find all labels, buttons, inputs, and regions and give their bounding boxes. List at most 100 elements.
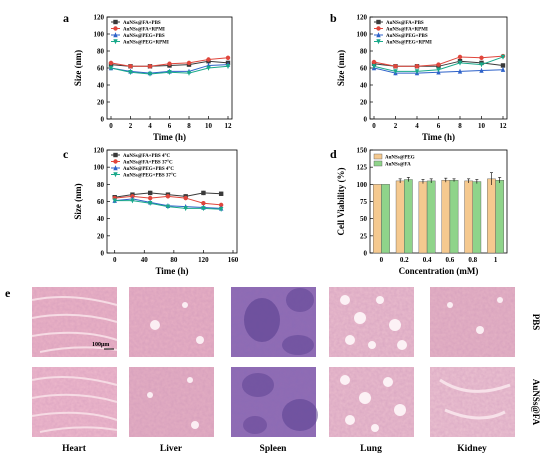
y-tick-label: 80 bbox=[97, 181, 105, 189]
x-tick-label: 0.4 bbox=[423, 256, 432, 264]
organ-label-kidney: Kidney bbox=[457, 444, 487, 454]
plot-frame bbox=[106, 149, 238, 254]
legend-marker bbox=[113, 152, 118, 158]
bar bbox=[381, 184, 390, 254]
y-tick-label: 100 bbox=[94, 164, 105, 172]
data-point bbox=[128, 70, 133, 75]
data-point bbox=[206, 65, 211, 71]
panel-letter: c bbox=[63, 147, 69, 161]
data-point bbox=[218, 202, 224, 208]
data-point bbox=[201, 206, 206, 212]
data-point bbox=[167, 70, 172, 75]
panel-d-bar-chart: d Concentration (mM) Cell Viability (%) 0 25… bbox=[330, 147, 508, 276]
data-point bbox=[147, 190, 153, 196]
histology-row-pbs: 100μm PBS bbox=[31, 287, 541, 357]
y-tick-label: 60 bbox=[97, 65, 105, 73]
bar bbox=[472, 181, 482, 254]
data-point bbox=[183, 206, 188, 212]
x-axis-title: Concentration (mM) bbox=[399, 266, 479, 276]
x-tick-label: 160 bbox=[228, 256, 239, 264]
legend-label: AuNSs@FA+PBS bbox=[386, 21, 424, 26]
y-tick-label: 0 bbox=[101, 116, 105, 124]
x-tick-label: 2 bbox=[129, 122, 133, 130]
y-tick-label: 120 bbox=[94, 147, 105, 155]
y-tick-label: 40 bbox=[360, 82, 368, 90]
data-point bbox=[457, 68, 463, 74]
y-tick-label: 20 bbox=[360, 99, 368, 107]
y-axis-title: Size (nm) bbox=[73, 50, 83, 86]
x-axis-title: Time (h) bbox=[155, 266, 188, 276]
panel-letter: a bbox=[63, 11, 69, 25]
y-tick-label: 80 bbox=[360, 48, 368, 56]
bar bbox=[372, 184, 382, 254]
x-axis-title: Time (h) bbox=[153, 132, 186, 142]
data-point bbox=[457, 60, 463, 66]
x-tick-label: 10 bbox=[478, 122, 486, 130]
x-tick-label: 6 bbox=[168, 122, 172, 130]
organ-label-lung: Lung bbox=[360, 444, 382, 454]
histology-row-aunss-fa: AuNSs@FA bbox=[31, 367, 541, 437]
x-tick-label: 0.2 bbox=[400, 256, 409, 264]
x-tick-label: 1 bbox=[494, 256, 498, 264]
x-tick-label: 8 bbox=[458, 122, 462, 130]
panel-b-line-chart: b Time (h) Size (nm) 0 20 40 60 80 100 120 0 2 4 6 8 10… bbox=[330, 11, 508, 142]
legend-marker bbox=[376, 26, 381, 31]
legend-marker bbox=[113, 172, 118, 178]
data-point bbox=[225, 64, 231, 69]
legend-label: AuNSs@PEG+RPMI bbox=[386, 40, 432, 45]
panel-c-line-chart: c Time (h) Size (nm) 0 20 40 60 80 100 120 0 40 80 12… bbox=[63, 147, 239, 277]
data-point bbox=[186, 60, 192, 66]
data-point bbox=[393, 69, 398, 75]
legend-marker bbox=[113, 19, 118, 25]
data-point bbox=[371, 59, 377, 65]
x-tick-label: 4 bbox=[148, 122, 152, 130]
data-point bbox=[500, 54, 506, 60]
x-tick-label: 0 bbox=[109, 122, 113, 130]
x-axis-title: Time (h) bbox=[422, 132, 455, 142]
bar bbox=[395, 180, 405, 254]
legend-marker bbox=[376, 19, 381, 25]
data-point bbox=[128, 64, 133, 69]
y-tick-label: 80 bbox=[97, 48, 105, 56]
y-axis-title: Cell Viability (%) bbox=[336, 168, 346, 236]
data-point bbox=[218, 191, 224, 196]
bar bbox=[404, 179, 413, 254]
x-tick-label: 6 bbox=[437, 122, 441, 130]
panel-a-line-chart: a Time (h) Size (nm) 0 20 40 60 80 100 120 0 2 4 6 8 10… bbox=[63, 11, 233, 142]
bar bbox=[426, 180, 436, 254]
x-tick-label: 0.6 bbox=[446, 256, 455, 264]
row-label-aunss-fa: AuNSs@FA bbox=[531, 379, 541, 426]
data-point bbox=[371, 64, 377, 69]
organ-label-spleen: Spleen bbox=[260, 444, 288, 454]
y-tick-label: 0 bbox=[364, 250, 368, 258]
data-point bbox=[457, 54, 463, 60]
data-point bbox=[479, 55, 484, 60]
legend-label: AuNSs@PEG+PBS bbox=[123, 34, 165, 39]
y-axis-title: Size (nm) bbox=[336, 50, 346, 86]
panel-letter: b bbox=[330, 11, 337, 25]
y-tick-label: 150 bbox=[357, 147, 368, 155]
y-tick-label: 40 bbox=[97, 82, 105, 90]
y-tick-label: 20 bbox=[97, 99, 105, 107]
data-point bbox=[201, 190, 206, 196]
bar bbox=[449, 180, 459, 254]
data-point bbox=[167, 61, 172, 66]
legend-marker bbox=[113, 26, 118, 31]
y-tick-label: 120 bbox=[94, 14, 105, 22]
y-tick-label: 125 bbox=[357, 164, 368, 172]
x-tick-label: 0 bbox=[380, 256, 384, 264]
legend-marker bbox=[113, 159, 118, 164]
data-point bbox=[108, 65, 114, 71]
data-point bbox=[108, 60, 114, 66]
y-tick-label: 20 bbox=[97, 232, 105, 240]
legend-marker bbox=[376, 39, 381, 45]
data-point bbox=[500, 67, 506, 72]
panel-letter: d bbox=[330, 147, 337, 161]
panel-e-histology: e 100μm PBS bbox=[5, 286, 541, 454]
data-point bbox=[147, 201, 153, 206]
data-point bbox=[436, 67, 441, 73]
data-point bbox=[479, 67, 484, 73]
bar bbox=[418, 181, 428, 254]
row-label-pbs: PBS bbox=[531, 314, 541, 331]
